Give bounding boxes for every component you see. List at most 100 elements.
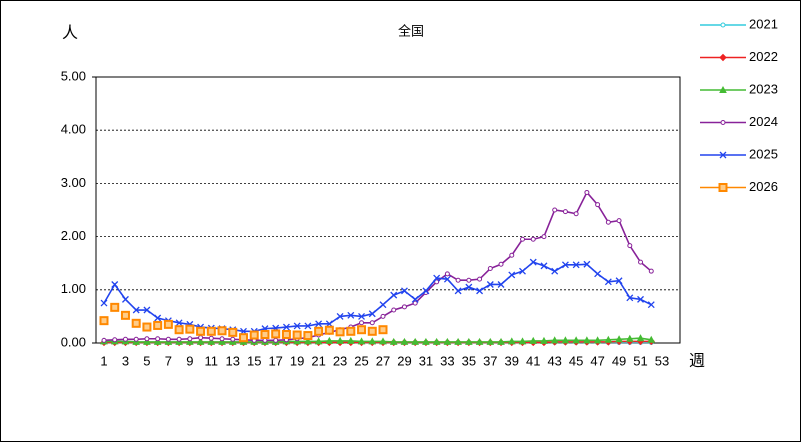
x-tick-label: 29 bbox=[397, 353, 411, 368]
data-point bbox=[616, 218, 622, 224]
data-point bbox=[550, 336, 559, 344]
data-point bbox=[336, 312, 344, 320]
data-point bbox=[219, 336, 225, 342]
x-axis-label: 週 bbox=[689, 352, 705, 370]
series-line bbox=[103, 191, 652, 342]
data-point bbox=[207, 337, 216, 345]
data-point bbox=[584, 189, 590, 195]
data-point bbox=[101, 337, 107, 343]
data-point bbox=[518, 337, 527, 345]
data-point bbox=[99, 316, 109, 326]
data-point bbox=[411, 337, 420, 345]
data-point bbox=[379, 337, 387, 345]
legend-marker bbox=[720, 22, 726, 28]
legend-marker bbox=[719, 151, 727, 159]
series-line bbox=[104, 337, 652, 343]
y-tick-label: 3.00 bbox=[61, 175, 86, 190]
data-point bbox=[325, 336, 334, 344]
x-tick-label: 41 bbox=[526, 353, 540, 368]
data-point bbox=[112, 337, 118, 343]
data-point bbox=[196, 326, 206, 336]
data-point bbox=[143, 337, 151, 345]
legend-label: 2025 bbox=[749, 146, 778, 161]
data-point bbox=[627, 243, 633, 249]
data-point bbox=[217, 326, 227, 336]
data-point bbox=[292, 330, 302, 340]
data-point bbox=[198, 335, 204, 341]
data-point bbox=[315, 320, 323, 328]
data-point bbox=[155, 336, 161, 342]
data-point bbox=[314, 326, 324, 336]
data-point bbox=[636, 334, 645, 342]
plot-area bbox=[96, 77, 680, 343]
legend-marker bbox=[720, 120, 726, 125]
data-point bbox=[187, 336, 193, 342]
data-point bbox=[368, 337, 377, 345]
data-point bbox=[314, 337, 323, 345]
data-point bbox=[551, 267, 559, 275]
data-point bbox=[143, 306, 151, 314]
data-point bbox=[626, 294, 634, 302]
data-point bbox=[486, 281, 494, 288]
data-point bbox=[153, 320, 163, 330]
x-tick-label: 19 bbox=[290, 353, 304, 368]
data-point bbox=[335, 327, 345, 337]
data-point bbox=[508, 271, 516, 279]
data-point bbox=[475, 337, 484, 345]
data-point bbox=[647, 335, 656, 343]
data-point bbox=[175, 319, 183, 327]
data-point bbox=[509, 252, 515, 258]
data-point bbox=[230, 336, 236, 342]
data-point bbox=[346, 336, 355, 344]
x-tick-label: 7 bbox=[165, 353, 172, 368]
series-line bbox=[103, 261, 652, 333]
x-tick-label: 45 bbox=[569, 353, 583, 368]
data-point bbox=[638, 259, 644, 265]
data-point bbox=[647, 301, 655, 309]
data-point bbox=[637, 295, 644, 303]
x-tick-label: 1 bbox=[100, 353, 107, 368]
x-tick-label: 39 bbox=[505, 353, 519, 368]
data-point bbox=[625, 334, 634, 342]
data-point bbox=[165, 336, 171, 342]
x-tick-label: 35 bbox=[462, 353, 476, 368]
x-tick-label: 25 bbox=[354, 353, 368, 368]
data-point bbox=[595, 202, 601, 208]
x-tick-label: 21 bbox=[311, 353, 325, 368]
data-point bbox=[573, 211, 579, 217]
data-point bbox=[249, 330, 259, 340]
data-point bbox=[412, 300, 418, 306]
data-point bbox=[142, 322, 152, 332]
data-point bbox=[422, 287, 430, 295]
data-point bbox=[497, 337, 505, 345]
data-point bbox=[605, 219, 611, 225]
x-tick-label: 31 bbox=[419, 353, 433, 368]
data-point bbox=[400, 337, 409, 345]
x-tick-label: 13 bbox=[226, 353, 240, 368]
x-tick-label: 27 bbox=[376, 353, 390, 368]
data-point bbox=[530, 236, 536, 242]
y-tick-label: 0.00 bbox=[61, 334, 86, 349]
data-point bbox=[303, 331, 313, 341]
data-point bbox=[604, 278, 612, 286]
data-point bbox=[336, 336, 344, 344]
data-point bbox=[432, 337, 441, 345]
data-point bbox=[443, 337, 452, 345]
data-point bbox=[122, 295, 129, 303]
data-point bbox=[358, 312, 365, 320]
data-point bbox=[389, 337, 398, 345]
y-tick-label: 1.00 bbox=[61, 281, 86, 296]
data-point bbox=[454, 337, 462, 345]
legend-label: 2021 bbox=[749, 16, 778, 31]
data-point bbox=[218, 337, 226, 345]
data-point bbox=[466, 277, 472, 283]
data-point bbox=[132, 306, 140, 314]
data-point bbox=[520, 236, 525, 242]
data-point bbox=[477, 276, 483, 282]
x-tick-label: 43 bbox=[547, 353, 561, 368]
y-axis-label: 人 bbox=[62, 24, 78, 42]
data-point bbox=[411, 295, 419, 303]
x-tick-label: 23 bbox=[333, 353, 347, 368]
data-point bbox=[476, 287, 484, 295]
